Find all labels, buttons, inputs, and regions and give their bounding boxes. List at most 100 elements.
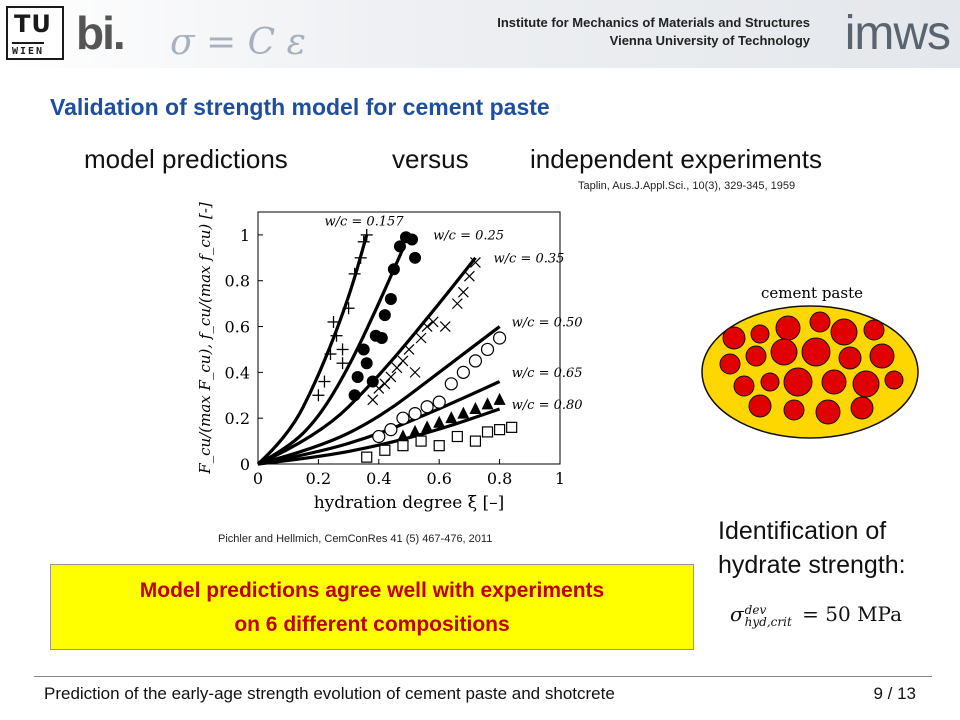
tu-logo-text: TU: [14, 10, 52, 38]
open-square-marker: [433, 440, 445, 452]
cross-b: [403, 344, 415, 355]
institute-line: Institute for Mechanics of Materials and…: [497, 15, 810, 30]
filled-circle-marker: [351, 370, 364, 383]
plus-marker: [348, 267, 361, 280]
filled-circle-marker: [393, 240, 406, 253]
cross-b: [457, 286, 469, 298]
reference-pichler: Pichler and Hellmich, CemConRes 41 (5) 4…: [218, 533, 493, 545]
cross-marker: [439, 321, 451, 332]
open-circle-marker: [396, 411, 410, 425]
model-curve-0: [256, 234, 369, 466]
plus-marker: [354, 251, 367, 264]
model-curve-5: [257, 407, 501, 466]
cross-b: [427, 316, 439, 328]
cross-b: [373, 382, 385, 394]
cross-marker: [403, 344, 415, 355]
open-square-marker: [361, 451, 373, 463]
grain-circle: [748, 394, 772, 418]
open-square-marker: [379, 444, 391, 456]
filled-triangle-marker: [493, 392, 506, 405]
cross-marker: [470, 256, 481, 268]
strength-chart: 0 0.2 0.4 0.6 0.8 1 0 0.2 0.4 0.6 0.8 1 hydration de…: [196, 202, 583, 513]
filled-triangle-marker: [469, 402, 482, 415]
grain-circle: [733, 375, 755, 397]
sigma-symbol: σ: [730, 602, 744, 626]
cross-marker: [409, 366, 421, 378]
open-circle-marker: [372, 429, 386, 444]
university-line: Vienna University of Technology: [609, 33, 810, 48]
curve-label: w/c = 0.50: [512, 316, 583, 331]
curve-label: w/c = 0.25: [433, 228, 504, 243]
conclusion-line2: on 6 different compositions: [234, 613, 510, 636]
filled-circle-marker: [360, 357, 373, 370]
filled-circle-marker: [406, 233, 419, 246]
grain-circle: [838, 346, 862, 370]
cross-b: [397, 355, 409, 367]
plus-marker: [324, 348, 337, 361]
filled-circle-marker: [375, 332, 388, 344]
grain-circle: [830, 318, 858, 346]
open-circle-marker: [444, 377, 458, 391]
x-tick-label: 0: [253, 469, 263, 488]
model-curve-3: [257, 325, 501, 466]
x-tick-label: 0.8: [487, 469, 512, 488]
cross-marker: [415, 332, 427, 344]
footer-text: Prediction of the early-age strength evo…: [44, 684, 615, 703]
identification-line2: hydrate strength:: [718, 551, 906, 579]
x-tick-label: 1: [555, 469, 565, 488]
filled-triangle-marker: [457, 406, 470, 419]
cross-marker: [421, 321, 433, 332]
y-tick-label: 0.4: [225, 363, 250, 382]
footer-divider: [34, 676, 932, 677]
y-tick-label: 0.2: [225, 409, 250, 428]
cross-marker: [373, 382, 385, 394]
grain-circle: [884, 370, 904, 390]
cross-marker: [463, 270, 475, 282]
open-circle-marker: [468, 354, 483, 368]
header-banner: TU WIEN bi. σ = C ε Institute for Mechan…: [0, 0, 960, 68]
cross-b: [470, 256, 481, 268]
sigma-value: = 50 MPa: [802, 602, 903, 626]
x-axis-label: hydration degree ξ [–]: [314, 493, 505, 513]
cement-paste-diagram: cement paste: [701, 284, 919, 439]
open-circle-marker: [480, 342, 495, 357]
conclusion-line1: Model predictions agree well with experi…: [139, 579, 605, 602]
plus-marker: [312, 389, 325, 402]
cross-b: [415, 332, 427, 344]
cross-b: [421, 321, 433, 332]
bi-logo: bi.: [76, 7, 126, 59]
grain-circle: [745, 345, 767, 367]
cross-b: [463, 270, 475, 282]
identification-text: Identification of hydrate strength:: [718, 514, 906, 582]
open-square-marker: [506, 421, 518, 433]
open-square-marker: [397, 440, 409, 452]
plus-marker: [318, 375, 331, 388]
hydrate-strength-formula: σ dev hyd,crit = 50 MPa: [730, 602, 902, 628]
grain-circle: [783, 399, 805, 421]
cross-marker: [457, 286, 469, 298]
sigma-superscript: dev: [744, 602, 767, 617]
conclusion-box: Model predictions agree well with experi…: [50, 564, 694, 650]
sigma-subscript: hyd,crit: [744, 614, 792, 629]
x-tick-label: 0.6: [426, 469, 451, 488]
grain-circle: [750, 324, 770, 344]
cross-b: [409, 366, 421, 378]
open-circle-marker: [408, 407, 422, 421]
plus-marker: [342, 302, 355, 315]
grain-circle: [722, 326, 746, 350]
y-axis-label: F_cu/(max F_cu), f_cu/(max f_cu) [-]: [196, 202, 214, 475]
curve-label: w/c = 0.65: [512, 366, 583, 381]
open-square-marker: [451, 430, 463, 443]
cross-marker: [397, 355, 409, 367]
cross-marker: [367, 394, 379, 406]
grain-circle: [852, 370, 880, 398]
grain-circle: [783, 367, 813, 397]
cross-b: [385, 371, 397, 383]
identification-line1: Identification of: [718, 517, 887, 545]
cement-paste-label: cement paste: [761, 284, 863, 302]
filled-circle-marker: [357, 343, 370, 356]
plus-marker: [336, 343, 349, 356]
grain-circle: [801, 337, 831, 367]
filled-triangle-marker: [421, 420, 434, 433]
grain-circle: [775, 315, 801, 341]
